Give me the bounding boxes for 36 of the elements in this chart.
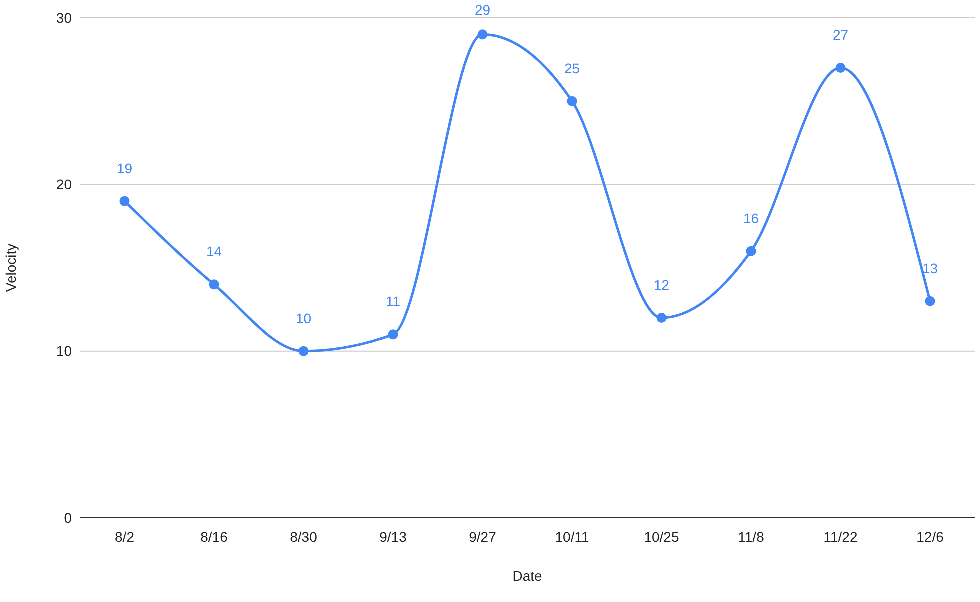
x-tick-label: 10/25 <box>644 529 680 545</box>
data-label: 13 <box>922 260 938 276</box>
data-label: 29 <box>474 2 491 18</box>
x-tick-label: 8/30 <box>290 529 318 545</box>
x-tick-label: 10/11 <box>555 529 590 545</box>
point <box>209 280 220 290</box>
y-tick-label: 20 <box>56 176 72 193</box>
point <box>836 63 846 73</box>
x-axis-title: Date <box>512 568 542 584</box>
y-tick-label: 10 <box>56 343 72 360</box>
x-tick-label: 9/27 <box>469 529 497 545</box>
data-label: 16 <box>743 210 760 226</box>
data-label: 10 <box>296 310 312 326</box>
x-tick-label: 12/6 <box>916 529 944 545</box>
x-tick-label: 8/2 <box>115 529 135 545</box>
data-label: 12 <box>654 277 670 293</box>
point <box>388 330 398 340</box>
x-tick-label: 11/8 <box>738 529 765 545</box>
point <box>478 30 488 40</box>
y-axis-title: Velocity <box>3 244 19 292</box>
x-tick-label: 8/16 <box>200 529 228 545</box>
data-label: 27 <box>832 27 849 43</box>
x-tick-label: 9/13 <box>380 529 408 545</box>
point <box>925 296 936 306</box>
point <box>567 96 578 106</box>
data-label: 19 <box>116 160 133 176</box>
data-label: 14 <box>206 244 222 260</box>
point <box>298 346 309 356</box>
x-tick-label: 11/22 <box>824 529 858 545</box>
y-tick-label: 30 <box>56 10 72 26</box>
point <box>746 246 756 256</box>
data-label: 25 <box>564 60 580 76</box>
point <box>656 313 667 323</box>
y-tick-label: 0 <box>64 510 72 526</box>
data-label: 11 <box>386 294 401 310</box>
point <box>120 196 130 206</box>
